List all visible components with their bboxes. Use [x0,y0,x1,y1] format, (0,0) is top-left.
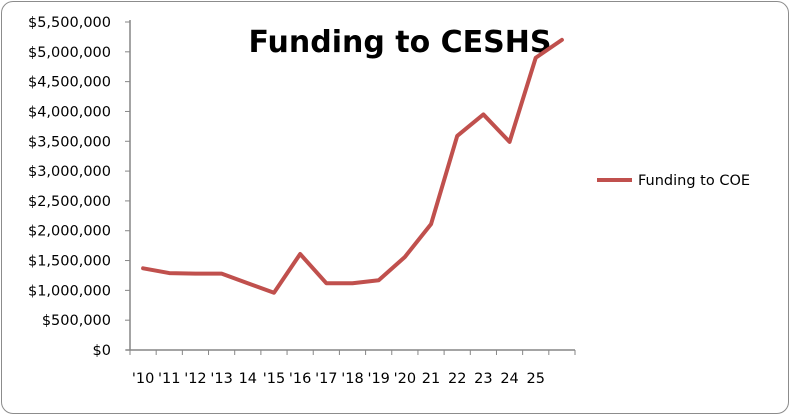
x-tick-label: 22 [448,371,466,387]
legend: Funding to COE [597,173,750,189]
y-tick-label: $4,500,000 [28,75,111,91]
x-tick-label: '16 [289,371,311,387]
y-axis: $0 $500,000 $1,000,000 $1,500,000 $2,000,000… [28,15,131,359]
x-tick-label: 25 [527,371,545,387]
y-tick-label: $3,000,000 [28,164,111,180]
x-tick-label: '20 [394,371,416,387]
x-tick-label: '18 [341,371,363,387]
y-tick-label: $0 [93,343,111,359]
y-tick-label: $5,000,000 [28,45,111,61]
x-axis: '10'11'12'13 14 '15'16'17'18'19 '20 21 22 23 24… [126,349,576,387]
x-tick-label: 21 [422,371,440,387]
chart-title: Funding to CESHS [249,25,552,60]
x-tick-label: '12 [184,371,206,387]
x-tick-label: 23 [474,371,492,387]
y-tick-label: $2,000,000 [28,224,111,240]
y-tick-label: $1,000,000 [28,283,111,299]
x-tick-label: 14 [239,371,257,387]
series-layer [141,37,564,295]
x-tick-label: '19 [367,371,389,387]
y-tick-label: $4,000,000 [28,104,111,120]
x-tick-label: '15 [263,371,285,387]
y-tick-label: $5,500,000 [28,15,111,31]
y-tick-label: $1,500,000 [28,254,111,270]
x-tick-label: '17 [315,371,337,387]
y-tick-label: $3,500,000 [28,134,111,150]
y-tick-label: $500,000 [42,313,111,329]
x-tick-label: '10 [132,371,154,387]
series-line [141,37,564,295]
x-tick-label: 24 [500,371,518,387]
x-tick-label: '11 [158,371,180,387]
y-tick-label: $2,500,000 [28,194,111,210]
x-tick-label: '13 [210,371,232,387]
legend-label: Funding to COE [638,173,750,189]
